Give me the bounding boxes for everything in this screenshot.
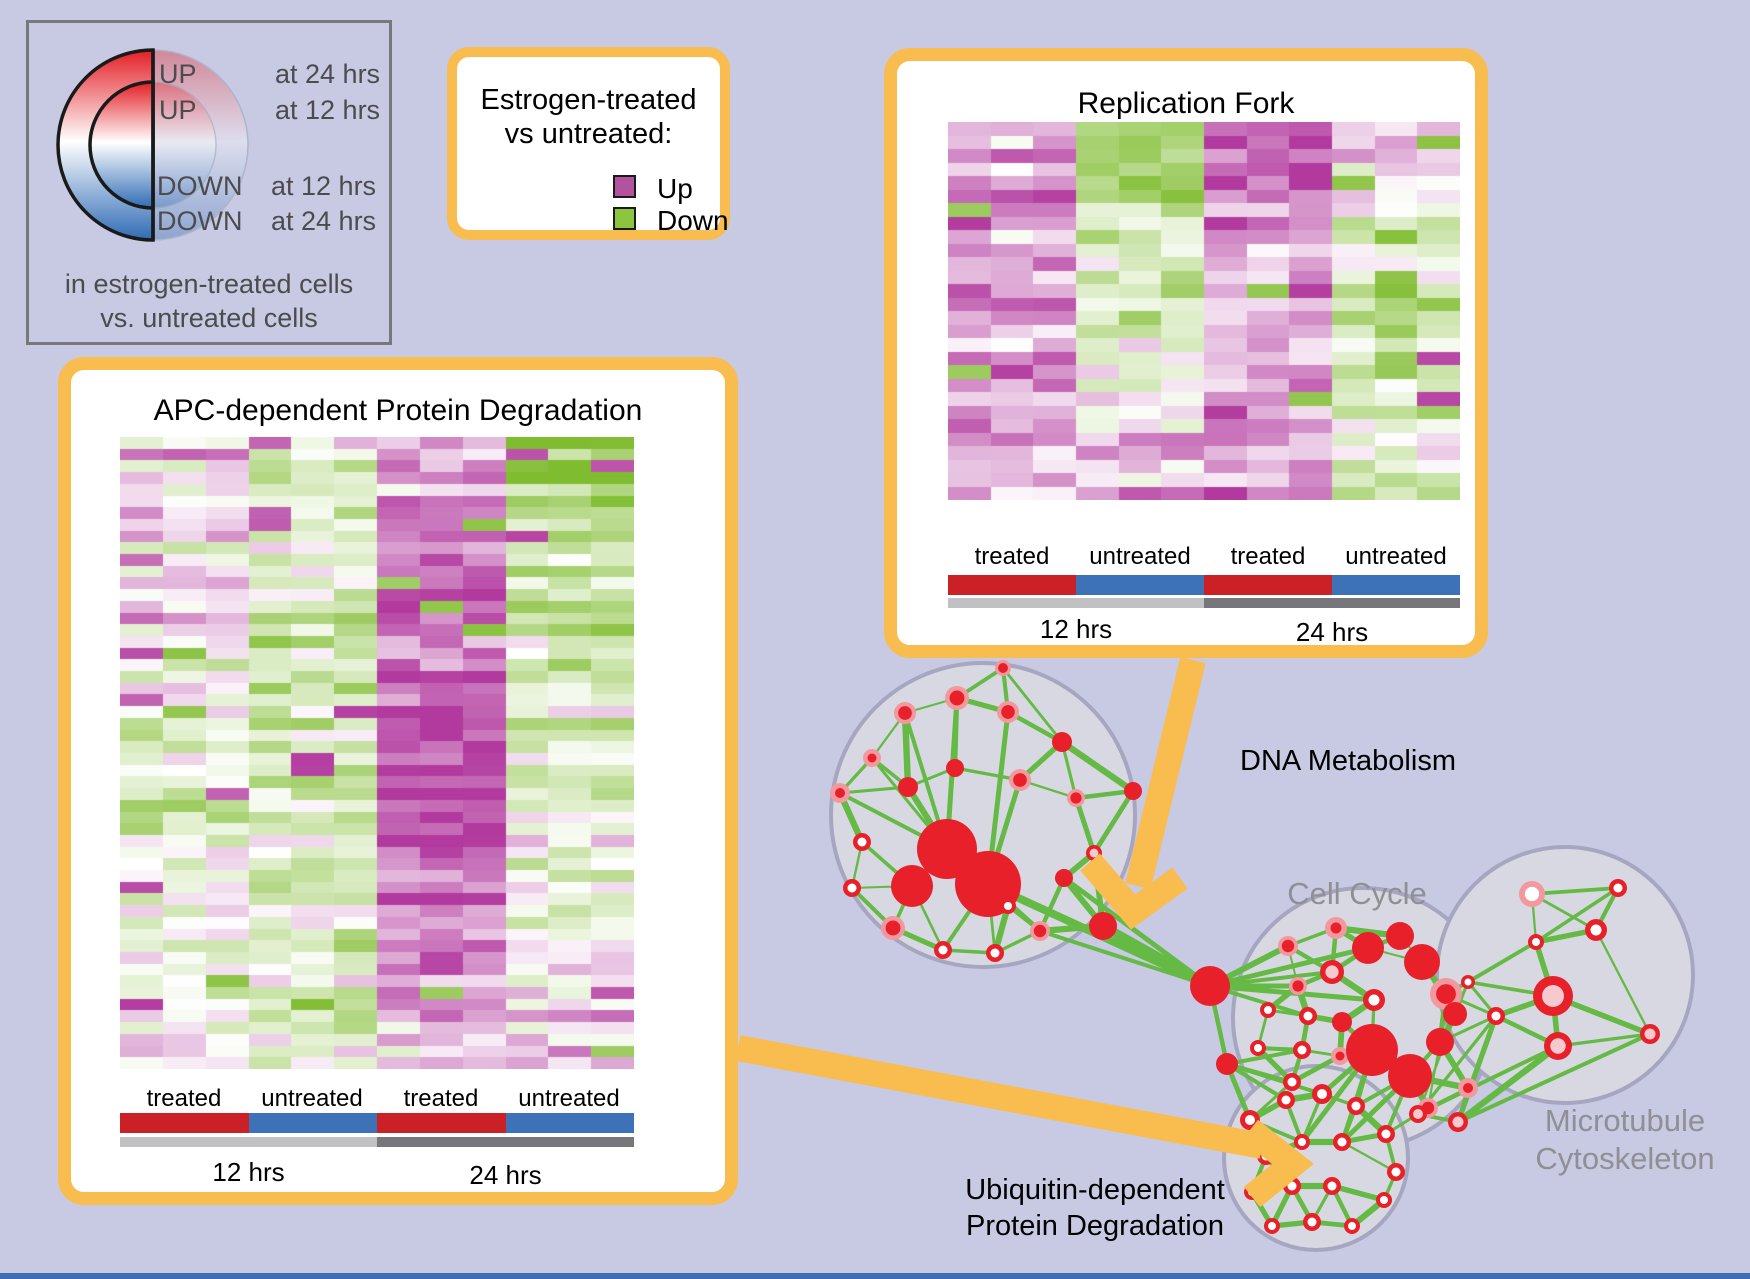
legend-down-outer-time: at 24 hrs [271, 206, 377, 236]
rf-group-label: untreated [1089, 543, 1191, 570]
cluster-label-microtubule-cytoskeleton: Microtubule Cytoskeleton [1495, 1102, 1750, 1178]
legend-caption-line1: in estrogen-treated cells [64, 269, 354, 299]
cluster-circle-cc [1231, 886, 1495, 1150]
apc-time-label-24: 24 hrs [469, 1160, 542, 1190]
apc-group-label: treated [146, 1085, 222, 1112]
apc-degradation-panel: APC-dependent Protein Degradation treate… [58, 357, 738, 1205]
direction-legend-box: UP at 24 hrs UP at 12 hrs DOWN at 12 hrs… [26, 20, 392, 345]
microtubule-label-line2: Cytoskeleton [1535, 1141, 1715, 1176]
rf-group-label: treated [974, 543, 1050, 570]
legend-caption-line2: vs. untreated cells [100, 303, 318, 333]
rf-heatmap [948, 122, 1460, 500]
bottom-border-line [0, 1273, 1750, 1279]
replication-fork-panel: Replication Fork treated untreated treat… [884, 48, 1488, 658]
rf-treatment-bar [948, 575, 1460, 595]
down-label: Down [657, 205, 729, 236]
rf-group-label: untreated [1345, 543, 1447, 570]
updown-legend-title-line1: Estrogen-treated [480, 84, 697, 116]
apc-time-label-12: 12 hrs [212, 1157, 285, 1187]
updown-legend-title-line2: vs untreated: [504, 118, 673, 150]
legend-up-inner-time: at 12 hrs [275, 95, 381, 125]
apc-treatment-bar [120, 1113, 634, 1133]
up-color-swatch [613, 175, 636, 198]
legend-up-inner: UP [159, 95, 197, 125]
apc-group-label: untreated [261, 1085, 363, 1112]
apc-heatmap [120, 437, 634, 1069]
rf-time-label-24: 24 hrs [1295, 617, 1369, 647]
apc-panel-title: APC-dependent Protein Degradation [153, 394, 643, 427]
legend-down-inner: DOWN [157, 171, 243, 201]
updown-legend-title: Estrogen-treated vs untreated: [457, 83, 720, 151]
legend-down-inner-time: at 12 hrs [271, 171, 377, 201]
microtubule-label-line1: Microtubule [1544, 1103, 1706, 1138]
updown-gradient-rings-icon [56, 48, 249, 242]
legend-up-outer: UP [159, 59, 197, 89]
cluster-label-ubiquitin-degradation: Ubiquitin-dependent Protein Degradation [945, 1172, 1245, 1244]
cluster-label-dna-metabolism: DNA Metabolism [1240, 745, 1456, 777]
apc-group-label: untreated [518, 1085, 620, 1112]
rf-group-label: treated [1230, 543, 1306, 570]
arrow-replication-fork-to-dna [1080, 656, 1206, 930]
ubiquitin-label-line2: Protein Degradation [966, 1210, 1224, 1242]
ubiquitin-label-line1: Ubiquitin-dependent [965, 1174, 1225, 1206]
down-color-swatch [613, 207, 636, 230]
rf-time-bar [948, 598, 1460, 608]
rf-panel-title: Replication Fork [1077, 87, 1295, 120]
cluster-label-cell-cycle: Cell Cycle [1287, 876, 1427, 911]
cluster-circle-ub [1222, 1064, 1410, 1252]
apc-time-bar [120, 1137, 634, 1147]
rf-time-label-12: 12 hrs [1039, 614, 1113, 644]
apc-group-label: treated [403, 1085, 479, 1112]
legend-up-outer-time: at 24 hrs [275, 59, 381, 89]
up-label: Up [657, 173, 693, 204]
updown-color-legend-box: Estrogen-treated vs untreated: Up Down [447, 47, 730, 240]
legend-down-outer: DOWN [157, 206, 243, 236]
cluster-circle-dna [829, 661, 1137, 969]
